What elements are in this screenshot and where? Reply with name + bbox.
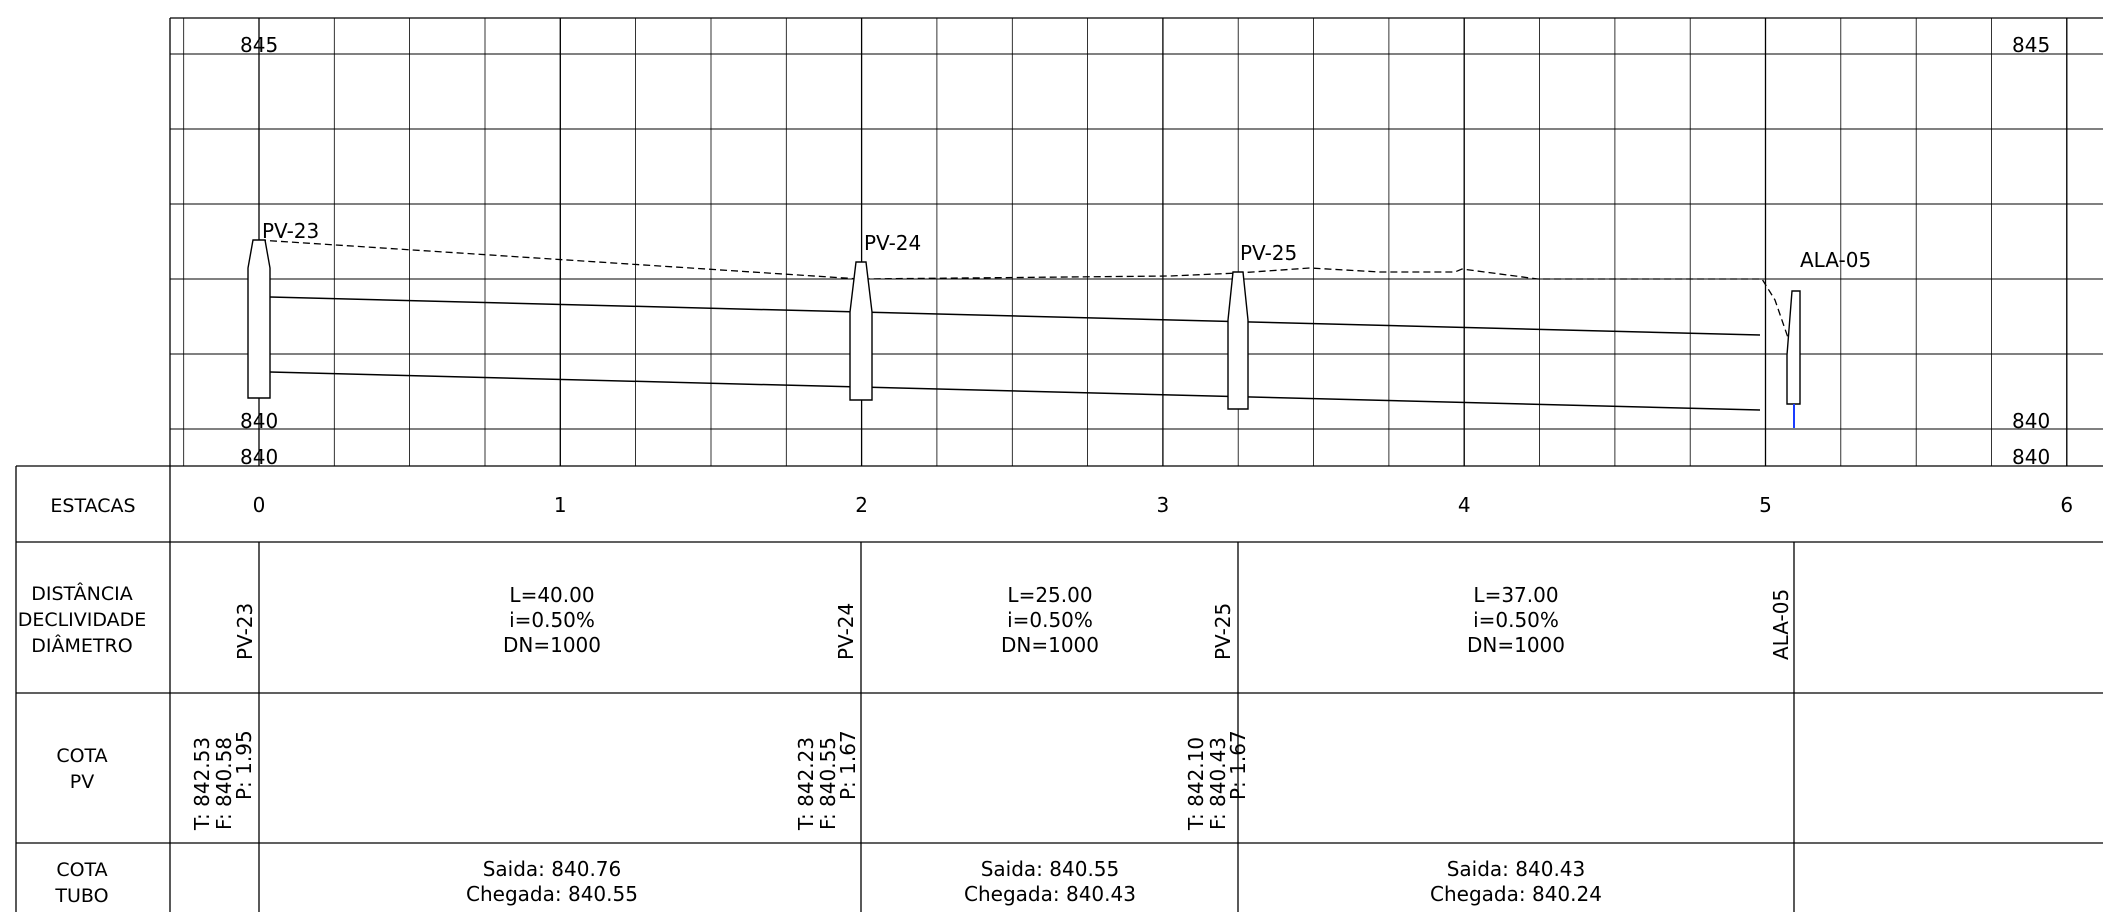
elevation-label-right-bottom-2: 840 [2012,445,2050,469]
elevation-label-right-bottom: 840 [2012,409,2050,433]
cota-pv-24: T: 842.23 F: 840.55 P: 1.67 [794,730,860,831]
segment-length: L=25.00 [1007,583,1092,607]
segment-slope: i=0.50% [1473,608,1559,632]
table-manhole-pv-23: PV-23 [233,603,257,660]
row-header-cota-tubo-2: TUBO [54,885,108,907]
manhole-pv-23 [247,239,271,399]
manhole-label-pv-25: PV-25 [1240,241,1297,265]
station-labels: 0 1 2 3 4 5 6 [253,493,2074,517]
pipe [269,296,1761,411]
elevation-label-left-bottom-2: 840 [240,445,278,469]
cota-top: T: 842.23 [794,737,818,831]
segment-1-info: L=40.00 i=0.50% DN=1000 [503,583,601,657]
chegada-label: Chegada: 840.55 [466,882,638,906]
structure-ala-05 [1786,290,1801,428]
cota-depth: P: 1.67 [836,730,860,800]
elevation-label-left-bottom: 840 [240,409,278,433]
station-label-2: 2 [855,493,868,517]
segment-length: L=37.00 [1473,583,1558,607]
chegada-label: Chegada: 840.24 [1430,882,1602,906]
cota-invert: F: 840.55 [816,737,840,830]
structure-label-ala-05: ALA-05 [1800,248,1871,272]
segment-length: L=40.00 [509,583,594,607]
grid-frame [169,17,2103,912]
cota-pv-25: T: 842.10 F: 840.43 P: 1.67 [1184,730,1250,831]
manhole-label-pv-24: PV-24 [864,231,921,255]
chegada-label: Chegada: 840.43 [964,882,1136,906]
table-manhole-pv-24: PV-24 [834,603,858,660]
station-label-4: 4 [1458,493,1471,517]
manhole-label-pv-23: PV-23 [262,219,319,243]
saida-label: Saida: 840.76 [483,857,622,881]
cota-invert: F: 840.43 [1206,737,1230,830]
row-header-distancia: DISTÂNCIA [31,582,133,605]
cota-pv-23: T: 842.53 F: 840.58 P: 1.95 [190,730,256,831]
cota-depth: P: 1.67 [1226,730,1250,800]
elevation-label-right-top: 845 [2012,33,2050,57]
ground-profile-line [258,239,1795,356]
cota-tubo-segment-3: Saida: 840.43 Chegada: 840.24 [1430,857,1602,906]
station-label-6: 6 [2060,493,2073,517]
grid-vertical-minor [183,18,2068,466]
segment-diameter: DN=1000 [503,633,601,657]
saida-label: Saida: 840.43 [1447,857,1586,881]
manhole-pv-25 [1227,271,1249,410]
row-header-cota-pv-1: COTA [56,745,107,767]
row-header-estacas: ESTACAS [50,495,135,517]
segment-slope: i=0.50% [509,608,595,632]
segment-diameter: DN=1000 [1467,633,1565,657]
station-label-0: 0 [253,493,266,517]
cota-top: T: 842.10 [1184,737,1208,831]
row-header-diametro: DIÂMETRO [31,634,132,657]
row-header-cota-pv-2: PV [70,771,94,793]
table-structure-ala-05: ALA-05 [1769,589,1793,660]
segment-3-info: L=37.00 i=0.50% DN=1000 [1467,583,1565,657]
cota-tubo-segment-2: Saida: 840.55 Chegada: 840.43 [964,857,1136,906]
elevation-label-left-top: 845 [240,33,278,57]
table-manhole-pv-25: PV-25 [1211,603,1235,660]
segment-slope: i=0.50% [1007,608,1093,632]
row-header-declividade: DECLIVIDADE [18,609,147,631]
station-label-3: 3 [1157,493,1170,517]
segment-diameter: DN=1000 [1001,633,1099,657]
cota-top: T: 842.53 [190,737,214,831]
manhole-pv-24 [849,261,873,401]
station-label-5: 5 [1759,493,1772,517]
station-label-1: 1 [554,493,567,517]
cota-depth: P: 1.95 [232,730,256,800]
segment-2-info: L=25.00 i=0.50% DN=1000 [1001,583,1099,657]
cota-tubo-segment-1: Saida: 840.76 Chegada: 840.55 [466,857,638,906]
data-table [15,465,2103,912]
row-header-cota-tubo-1: COTA [56,859,107,881]
cota-invert: F: 840.58 [212,737,236,830]
saida-label: Saida: 840.55 [981,857,1120,881]
